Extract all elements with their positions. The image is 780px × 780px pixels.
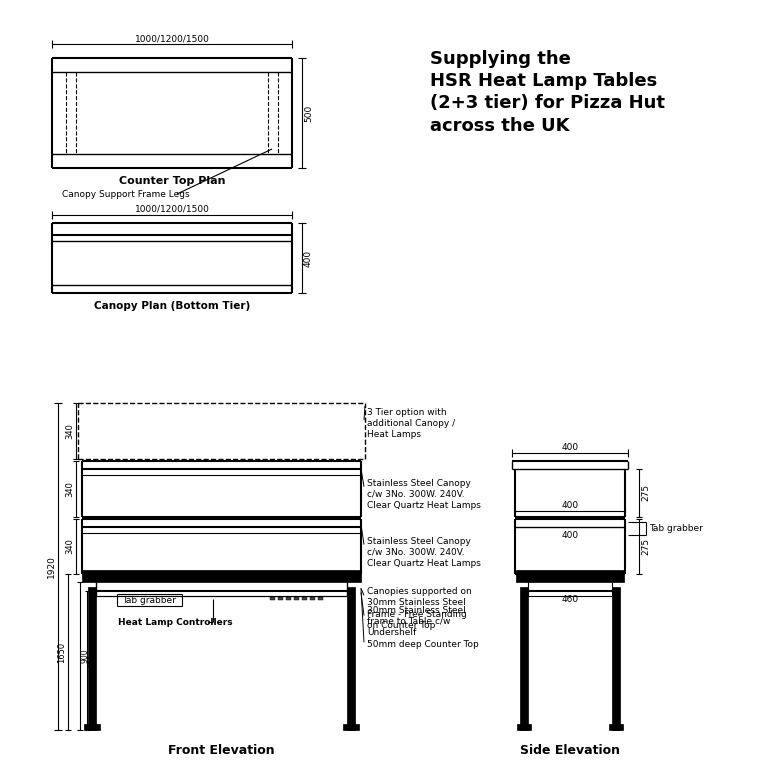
Bar xyxy=(270,597,275,601)
Bar xyxy=(612,587,620,730)
Bar xyxy=(82,570,361,583)
Text: Stainless Steel Canopy
c/w 3No. 300W. 240V.
Clear Quartz Heat Lamps: Stainless Steel Canopy c/w 3No. 300W. 24… xyxy=(367,479,481,510)
Bar xyxy=(278,597,283,601)
Bar xyxy=(343,724,359,730)
Text: 900: 900 xyxy=(81,649,90,664)
Text: 1920: 1920 xyxy=(47,555,56,578)
Text: 400: 400 xyxy=(562,443,579,452)
Text: Side Elevation: Side Elevation xyxy=(520,744,620,757)
Text: Front Elevation: Front Elevation xyxy=(168,744,275,757)
Text: 3 Tier option with
additional Canopy /
Heat Lamps: 3 Tier option with additional Canopy / H… xyxy=(367,408,455,439)
Text: 400: 400 xyxy=(562,501,579,509)
Text: Counter Top Plan: Counter Top Plan xyxy=(119,176,225,186)
Text: 340: 340 xyxy=(65,538,74,555)
Text: Canopy Support Frame Legs: Canopy Support Frame Legs xyxy=(62,190,190,199)
Text: 1650: 1650 xyxy=(57,642,66,663)
Bar xyxy=(609,724,623,730)
Text: 460: 460 xyxy=(562,595,579,604)
Bar xyxy=(517,724,531,730)
Text: 340: 340 xyxy=(65,423,74,439)
Bar xyxy=(84,724,100,730)
Text: Canopy Plan (Bottom Tier): Canopy Plan (Bottom Tier) xyxy=(94,301,250,311)
Bar xyxy=(520,587,528,730)
Text: 50mm deep Counter Top: 50mm deep Counter Top xyxy=(367,640,479,649)
Text: 400: 400 xyxy=(562,531,579,541)
Bar xyxy=(88,587,96,730)
Text: 340: 340 xyxy=(65,480,74,497)
Text: 30mm Stainless Steel
frame to Table c/w
Undershelf: 30mm Stainless Steel frame to Table c/w … xyxy=(367,605,466,636)
Text: 1000/1200/1500: 1000/1200/1500 xyxy=(135,205,210,214)
Bar xyxy=(347,587,355,730)
Text: 500: 500 xyxy=(304,105,313,122)
Text: Tab grabber: Tab grabber xyxy=(649,523,703,533)
Bar xyxy=(310,597,315,601)
Text: 400: 400 xyxy=(304,250,313,267)
Text: Canopies supported on
30mm Stainless Steel
Frame - Free Standing
on Counter Top: Canopies supported on 30mm Stainless Ste… xyxy=(367,587,472,629)
Text: 275: 275 xyxy=(641,538,650,555)
Text: Heat Lamp Controllers: Heat Lamp Controllers xyxy=(118,618,232,627)
Text: Tab grabber: Tab grabber xyxy=(122,596,176,604)
Text: Stainless Steel Canopy
c/w 3No. 300W. 240V.
Clear Quartz Heat Lamps: Stainless Steel Canopy c/w 3No. 300W. 24… xyxy=(367,537,481,568)
Text: 1000/1200/1500: 1000/1200/1500 xyxy=(135,34,210,43)
Bar xyxy=(302,597,307,601)
Text: 275: 275 xyxy=(641,484,650,502)
Text: Supplying the
HSR Heat Lamp Tables
(2+3 tier) for Pizza Hut
across the UK: Supplying the HSR Heat Lamp Tables (2+3 … xyxy=(430,50,665,135)
Bar xyxy=(294,597,299,601)
Text: 850: 850 xyxy=(88,653,97,668)
Bar xyxy=(318,597,323,601)
Bar xyxy=(286,597,291,601)
Bar xyxy=(516,570,624,583)
